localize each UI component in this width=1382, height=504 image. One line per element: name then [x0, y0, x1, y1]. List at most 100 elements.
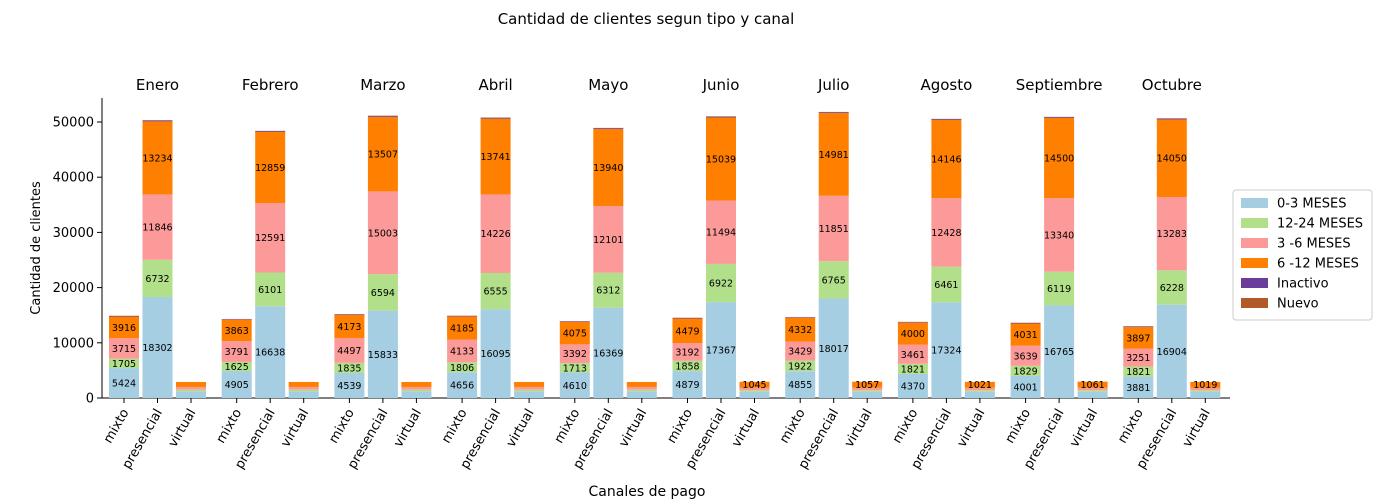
- bar-value-label: 4610: [563, 381, 587, 392]
- bar-value-label: 3392: [563, 349, 587, 360]
- bar-segment: [401, 389, 432, 392]
- bar-segment: [1156, 196, 1187, 271]
- bar-segment: [334, 337, 365, 363]
- bar-segment: [964, 391, 995, 398]
- bar-segment: [109, 315, 139, 317]
- bar-value-label: 13940: [593, 163, 623, 174]
- bar-value-label: 4000: [901, 329, 925, 340]
- bar-value-label: 15039: [706, 154, 736, 165]
- bar-value-label: 1705: [112, 359, 136, 370]
- bar-segment: [931, 266, 962, 303]
- x-tick-label: mixto: [777, 406, 809, 446]
- y-tick-label: 0: [86, 392, 94, 407]
- bar-value-label: 12859: [255, 163, 285, 174]
- bar-segment: [785, 317, 816, 318]
- month-title: Septiembre: [1016, 76, 1103, 94]
- bar-segment: [1156, 118, 1187, 120]
- month-title: Mayo: [588, 76, 628, 94]
- bar-value-label: 6765: [822, 275, 846, 286]
- bar-segment: [785, 317, 816, 342]
- bar-segment: [672, 371, 703, 398]
- bar-segment: [480, 194, 511, 273]
- bar-segment: [367, 116, 398, 192]
- bar-segment: [514, 386, 545, 390]
- x-tick-label: mixto: [664, 406, 696, 446]
- bar-segment: [255, 131, 286, 203]
- bar-value-label: 16765: [1044, 347, 1074, 358]
- bar-segment: [785, 371, 816, 398]
- bar-segment: [626, 389, 657, 392]
- bar-value-label: 16369: [593, 348, 623, 359]
- bar-segment: [142, 120, 173, 122]
- month-title: Agosto: [920, 76, 972, 94]
- bar-value-label: 4879: [675, 380, 699, 391]
- bar-segment: [1190, 381, 1221, 388]
- bar-segment: [593, 128, 624, 130]
- bar-segment: [931, 302, 962, 398]
- bar-segment: [480, 117, 511, 119]
- bar-value-label: 3461: [901, 350, 925, 361]
- bar-segment: [964, 387, 995, 391]
- bar-segment: [176, 389, 206, 392]
- bar-segment: [255, 202, 286, 273]
- bar-segment: [964, 390, 995, 392]
- bar-segment: [176, 391, 206, 398]
- bar-value-label: 3639: [1014, 351, 1038, 362]
- month-title: Febrero: [242, 76, 299, 94]
- bar-segment: [852, 381, 883, 388]
- bar-segment: [559, 344, 590, 364]
- bar-segment: [559, 321, 590, 345]
- x-tick-label: virtual: [391, 407, 425, 451]
- bar-segment: [367, 115, 398, 117]
- bar-value-label: 13340: [1044, 230, 1074, 241]
- bar-segment: [1190, 390, 1221, 392]
- bar-value-label: 4075: [563, 329, 587, 340]
- bar-segment: [559, 372, 590, 398]
- bar-segment: [142, 194, 173, 260]
- bar-segment: [1010, 323, 1041, 346]
- month-title: Enero: [136, 76, 179, 94]
- bar-segment: [221, 341, 252, 362]
- bar-value-label: 5424: [112, 379, 136, 390]
- bar-segment: [1010, 345, 1041, 366]
- bar-value-label: 11851: [819, 224, 849, 235]
- bar-value-label: 4905: [225, 380, 249, 391]
- bar-value-label: 1625: [225, 362, 249, 373]
- x-tick-label: mixto: [1115, 406, 1147, 446]
- bar-segment: [288, 391, 319, 398]
- bar-segment: [739, 381, 770, 388]
- bar-segment: [1077, 390, 1108, 392]
- bar-value-label: 1021: [968, 380, 992, 391]
- bar-segment: [1010, 365, 1041, 376]
- bar-segment: [739, 390, 770, 392]
- bar-value-label: 3897: [1126, 333, 1150, 344]
- bar-segment: [897, 344, 928, 364]
- y-tick-label: 20000: [53, 281, 94, 296]
- x-tick-label: virtual: [1067, 407, 1101, 451]
- bar-segment: [288, 381, 319, 387]
- legend-label: 0-3 MESES: [1277, 197, 1347, 212]
- bar-segment: [1044, 305, 1075, 398]
- bar-value-label: 15003: [368, 228, 398, 239]
- bar-segment: [480, 309, 511, 398]
- bar-segment: [818, 298, 849, 398]
- bar-value-label: 17367: [706, 346, 736, 357]
- bar-value-label: 16904: [1157, 347, 1187, 358]
- bar-segment: [1044, 118, 1075, 199]
- bar-segment: [897, 363, 928, 374]
- y-tick-label: 40000: [53, 171, 94, 186]
- legend: 0-3 MESES 12-24 MESES 3 -6 MESES 6 -12 MESE…: [1232, 189, 1373, 321]
- month-title: Junio: [702, 76, 740, 94]
- bar-segment: [401, 381, 432, 387]
- bar-segment: [852, 391, 883, 398]
- bar-value-label: 3429: [788, 347, 812, 358]
- bar-segment: [221, 319, 252, 320]
- bar-segment: [288, 386, 319, 390]
- legend-swatch: [1241, 198, 1268, 208]
- bar-segment: [1190, 387, 1221, 391]
- x-tick-label: virtual: [166, 407, 200, 451]
- bar-value-label: 18017: [819, 344, 849, 355]
- x-tick-label: mixto: [890, 406, 922, 446]
- legend-label: 12-24 MESES: [1277, 217, 1363, 232]
